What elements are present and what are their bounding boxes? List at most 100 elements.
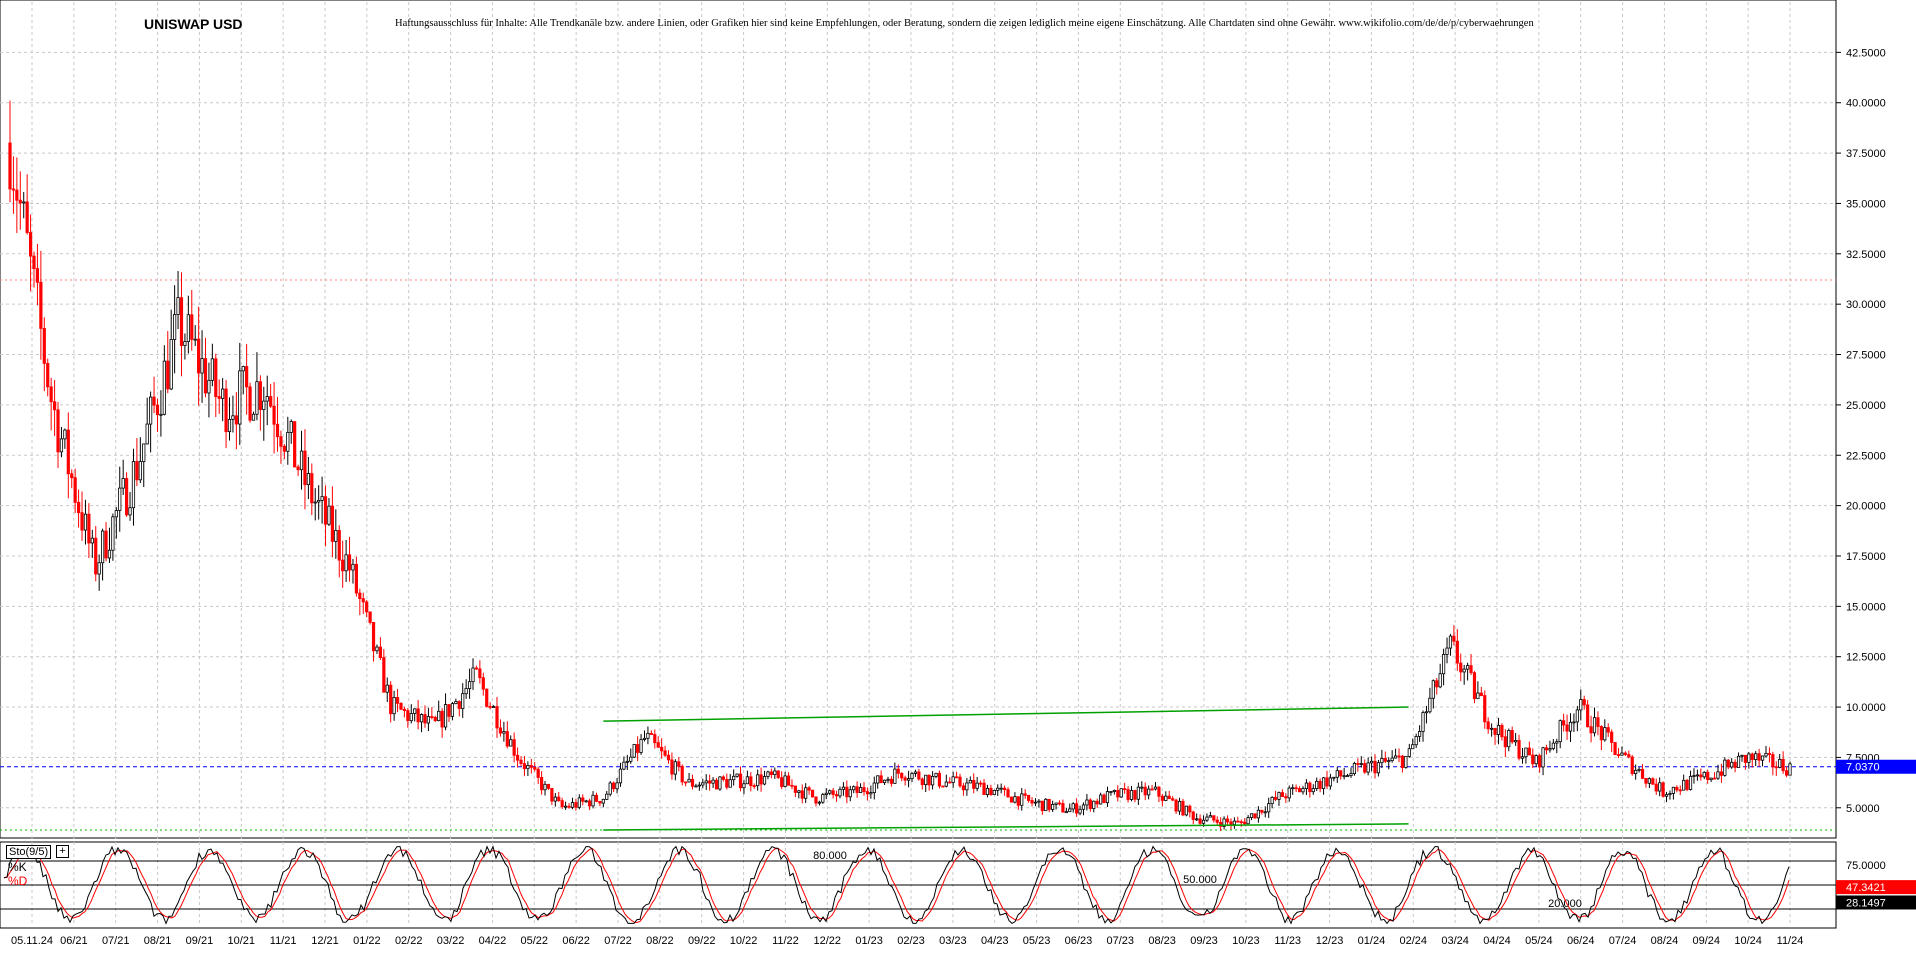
candle-body	[612, 782, 616, 790]
y-tick-label: 5.0000	[1846, 803, 1880, 815]
x-tick-label: 05.11.24	[11, 935, 53, 947]
candle-body	[1160, 795, 1164, 801]
candle-body	[1267, 803, 1271, 813]
candle-body	[817, 801, 822, 804]
x-tick-label: 07/22	[604, 935, 632, 947]
x-tick-label: 05/23	[1023, 935, 1051, 947]
candle-body	[1064, 811, 1068, 814]
candle-body	[581, 797, 585, 802]
candle-body	[1263, 811, 1267, 814]
candle-body	[1311, 788, 1315, 793]
candle-body	[625, 760, 629, 763]
candle-body	[282, 445, 286, 452]
candle-body	[426, 716, 431, 724]
candle-body	[1472, 672, 1477, 700]
y-tick-label: 27.5000	[1846, 350, 1886, 362]
x-tick-label: 03/22	[437, 935, 465, 947]
candle-body	[1469, 665, 1473, 674]
candle-body	[1105, 791, 1110, 804]
candle-body	[1778, 758, 1782, 768]
candle-body	[512, 739, 516, 756]
x-tick-label: 01/22	[353, 935, 381, 947]
candle-body	[145, 423, 149, 445]
candle-body	[1448, 635, 1453, 649]
candle-body	[539, 777, 544, 791]
candle-body	[90, 537, 94, 544]
candle-body	[852, 786, 856, 791]
candle-body	[1057, 802, 1062, 805]
candle-body	[1304, 782, 1309, 790]
candle-body	[1586, 704, 1590, 728]
candle-body	[97, 562, 101, 575]
candle-body	[831, 790, 835, 795]
candle-body	[632, 744, 636, 758]
candle-body	[299, 450, 304, 471]
candle-body	[101, 530, 105, 564]
candle-body	[735, 773, 739, 777]
candle-body	[303, 450, 307, 486]
candle-body	[231, 415, 235, 420]
candle-body	[1592, 717, 1597, 734]
candle-body	[430, 716, 434, 718]
candle-body	[1222, 818, 1226, 827]
candle-body	[1736, 755, 1741, 768]
oscillator-label[interactable]: Sto(9/5)	[6, 845, 52, 859]
candle-body	[1706, 771, 1710, 781]
candle-body	[1116, 789, 1120, 798]
candle-body	[354, 563, 358, 594]
candle-body	[745, 776, 749, 785]
candle-body	[1376, 762, 1381, 774]
candle-body	[94, 537, 98, 575]
candle-body	[1757, 753, 1761, 761]
candle-body	[989, 787, 993, 795]
x-tick-label: 05/22	[521, 935, 549, 947]
candle-body	[193, 338, 197, 341]
candle-body	[173, 314, 177, 340]
candle-body	[876, 775, 880, 784]
candle-body	[1716, 771, 1720, 779]
x-tick-label: 05/24	[1525, 935, 1553, 947]
candle-body	[1201, 819, 1206, 824]
candle-body	[1596, 717, 1600, 727]
y-tick-label: 37.5000	[1846, 148, 1886, 160]
candle-body	[1260, 809, 1264, 813]
x-tick-label: 06/23	[1065, 935, 1093, 947]
candle-body	[80, 512, 84, 531]
candle-body	[66, 429, 70, 475]
candle-body	[289, 421, 293, 433]
candle-body	[118, 487, 122, 511]
candle-body	[323, 496, 328, 525]
candle-body	[1129, 790, 1134, 800]
candle-body	[186, 314, 190, 342]
candle-body	[1640, 768, 1645, 779]
stoch-k-value: 28.1497	[1846, 897, 1886, 909]
candle-body	[1020, 793, 1024, 806]
x-tick-label: 03/24	[1441, 935, 1469, 947]
candle-body	[409, 713, 413, 722]
add-indicator-button[interactable]: +	[56, 845, 69, 858]
candle-body	[975, 782, 979, 789]
candle-body	[704, 780, 708, 784]
candle-body	[1095, 800, 1099, 805]
candle-body	[152, 396, 156, 406]
candle-body	[217, 396, 221, 399]
candle-body	[1682, 779, 1686, 791]
candle-body	[286, 432, 290, 452]
y-tick-label: 22.5000	[1846, 450, 1886, 462]
candle-body	[756, 774, 760, 787]
candle-body	[1140, 786, 1144, 789]
candle-body	[1164, 795, 1168, 801]
candle-body	[1380, 758, 1384, 764]
candle-body	[1027, 794, 1031, 801]
candle-body	[210, 358, 214, 381]
candle-body	[1177, 800, 1182, 812]
candle-body	[838, 788, 842, 797]
candle-body	[598, 800, 602, 804]
candle-body	[1747, 753, 1751, 763]
candle-body	[1054, 802, 1058, 805]
candle-body	[588, 800, 592, 807]
candle-body	[649, 732, 653, 735]
candle-body	[814, 796, 818, 804]
candle-body	[1092, 800, 1096, 809]
